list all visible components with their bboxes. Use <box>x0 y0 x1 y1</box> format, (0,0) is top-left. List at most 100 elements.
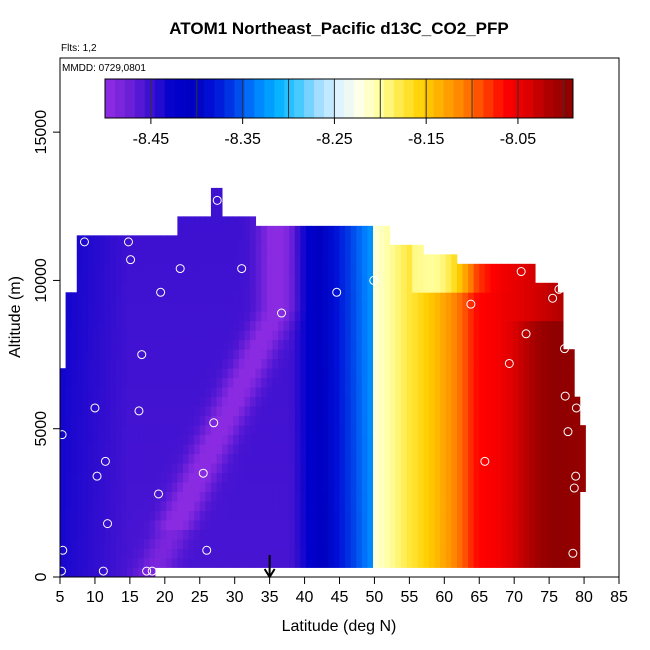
heatmap-cell <box>445 349 452 360</box>
heatmap-cell <box>155 377 162 388</box>
heatmap-cell <box>395 529 402 540</box>
heatmap-cell <box>289 529 296 540</box>
heatmap-cell <box>563 377 570 388</box>
heatmap-cell <box>373 406 380 417</box>
heatmap-cell <box>227 510 234 521</box>
heatmap-cell <box>518 311 525 322</box>
heatmap-cell <box>182 330 189 341</box>
heatmap-cell <box>400 339 407 350</box>
heatmap-cell <box>244 330 251 341</box>
heatmap-cell <box>132 320 139 331</box>
colorbar-swatch <box>274 79 285 118</box>
heatmap-cell <box>400 387 407 398</box>
heatmap-cell <box>216 425 223 436</box>
heatmap-cell <box>400 558 407 568</box>
heatmap-cell <box>222 539 229 549</box>
heatmap-cell <box>395 415 402 426</box>
heatmap-cell <box>361 415 368 426</box>
heatmap-cell <box>389 558 396 568</box>
heatmap-cell <box>177 225 184 236</box>
heatmap-cell <box>199 406 206 417</box>
heatmap-cell <box>60 501 66 511</box>
heatmap-cell <box>501 377 508 388</box>
heatmap-cell <box>177 444 184 455</box>
heatmap-cell <box>272 320 279 331</box>
heatmap-cell <box>490 482 497 492</box>
heatmap-cell <box>76 244 83 255</box>
heatmap-cell <box>250 425 257 436</box>
heatmap-cell <box>199 434 206 445</box>
heatmap-cell <box>496 339 503 350</box>
heatmap-cell <box>294 339 301 350</box>
heatmap-cell <box>412 425 419 436</box>
heatmap-cell <box>574 472 581 483</box>
heatmap-cell <box>406 254 413 265</box>
heatmap-cell <box>171 377 178 388</box>
heatmap-cell <box>194 263 201 274</box>
heatmap-cell <box>177 358 184 369</box>
heatmap-cell <box>143 368 150 379</box>
heatmap-cell <box>440 292 447 303</box>
heatmap-cell <box>188 520 195 530</box>
heatmap-cell <box>518 330 525 341</box>
heatmap-cell <box>244 339 251 350</box>
heatmap-cell <box>205 482 212 492</box>
colorbar-swatch <box>194 79 205 118</box>
heatmap-cell <box>512 330 519 341</box>
heatmap-cell <box>104 235 111 246</box>
heatmap-cell <box>283 453 290 464</box>
heatmap-cell <box>255 501 262 511</box>
heatmap-cell <box>305 387 312 398</box>
heatmap-cell <box>194 472 201 483</box>
heatmap-cell <box>250 434 257 445</box>
heatmap-cell <box>456 387 463 398</box>
heatmap-cell <box>456 282 463 293</box>
heatmap-cell <box>216 206 223 217</box>
heatmap-cell <box>496 463 503 474</box>
heatmap-cell <box>238 339 245 350</box>
heatmap-cell <box>138 339 145 350</box>
heatmap-cell <box>149 244 156 255</box>
heatmap-cell <box>345 282 352 293</box>
heatmap-cell <box>250 510 257 521</box>
heatmap-cell <box>216 292 223 303</box>
heatmap-cell <box>177 368 184 379</box>
heatmap-cell <box>473 453 480 464</box>
colorbar-swatch <box>473 79 484 118</box>
heatmap-cell <box>210 501 217 511</box>
heatmap-cell <box>104 244 111 255</box>
heatmap-cell <box>266 235 273 246</box>
heatmap-cell <box>76 425 83 436</box>
heatmap-cell <box>412 330 419 341</box>
heatmap-cell <box>490 529 497 540</box>
heatmap-cell <box>227 358 234 369</box>
heatmap-cell <box>138 330 145 341</box>
heatmap-cell <box>93 339 100 350</box>
heatmap-cell <box>317 244 324 255</box>
heatmap-cell <box>479 339 486 350</box>
heatmap-cell <box>367 453 374 464</box>
colorbar-swatch <box>214 79 225 118</box>
heatmap-cell <box>110 406 117 417</box>
heatmap-cell <box>177 330 184 341</box>
heatmap-cell <box>177 491 184 502</box>
heatmap-cell <box>434 301 441 312</box>
heatmap-cell <box>121 320 128 331</box>
heatmap-cell <box>115 548 122 559</box>
heatmap-cell <box>468 273 475 284</box>
heatmap-cell <box>361 434 368 445</box>
heatmap-cell <box>227 520 234 530</box>
heatmap-cell <box>462 472 469 483</box>
heatmap-cell <box>149 425 156 436</box>
heatmap-cell <box>205 368 212 379</box>
heatmap-cell <box>456 396 463 407</box>
heatmap-cell <box>373 339 380 350</box>
heatmap-cell <box>155 491 162 502</box>
heatmap-cell <box>322 444 329 455</box>
heatmap-cell <box>400 301 407 312</box>
heatmap-cell <box>127 453 134 464</box>
heatmap-cell <box>205 472 212 483</box>
heatmap-cell <box>155 254 162 265</box>
heatmap-cell <box>110 358 117 369</box>
heatmap-cell <box>546 539 553 549</box>
